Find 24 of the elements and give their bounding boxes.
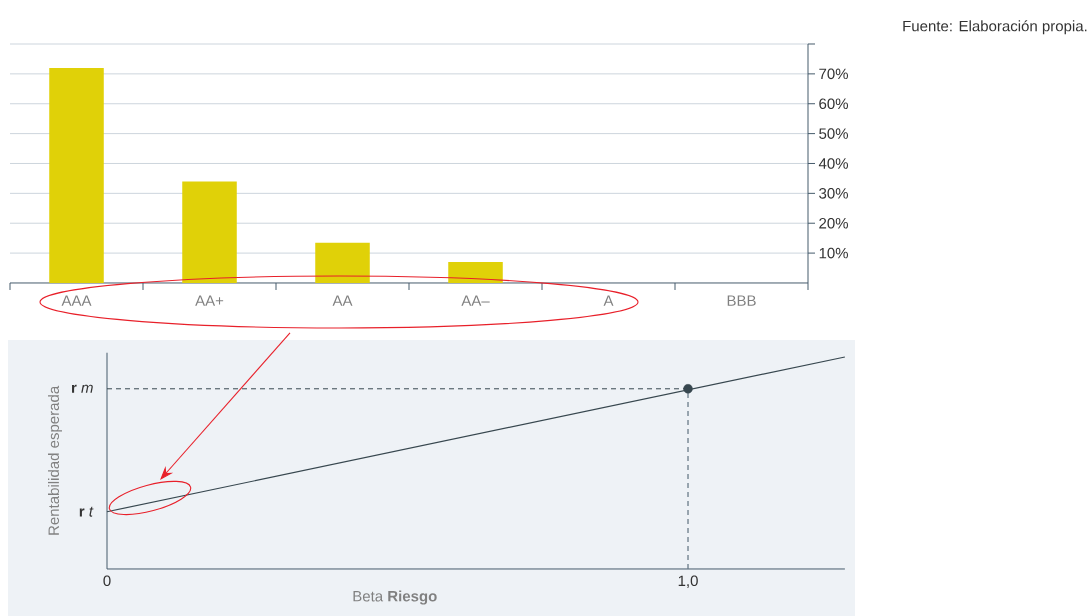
- bar: [315, 242, 370, 283]
- x-tick-label: 0: [103, 575, 111, 587]
- bar: [448, 262, 503, 283]
- x-tick-label: BBB: [727, 295, 756, 306]
- x-tick-label: AA–: [461, 295, 490, 306]
- x-axis-title: Beta Riesgo: [353, 590, 437, 605]
- y-tick-label: 70%: [819, 68, 848, 80]
- source-note: Fuente: Elaboración propia.: [903, 20, 1087, 35]
- y-tick-label: 30%: [819, 188, 848, 199]
- annotation: r t: [79, 506, 94, 517]
- y-tick-label: 40%: [818, 158, 848, 169]
- y-tick-label: 60%: [819, 98, 848, 110]
- bar: [49, 67, 104, 283]
- x-tick-label: AA+: [195, 295, 224, 306]
- x-tick-label: AA: [332, 295, 353, 306]
- y-tick-label: 50%: [819, 128, 848, 139]
- ref-line-label: r m: [71, 384, 93, 393]
- x-tick-label: 1,0: [678, 575, 698, 588]
- y-axis-title: Rentabilidad esperada: [48, 385, 62, 535]
- x-tick-label: A: [603, 295, 614, 306]
- x-tick-label: AAA: [61, 295, 92, 306]
- y-tick-label: 20%: [819, 217, 848, 229]
- y-tick-label: 10%: [819, 247, 848, 259]
- bar: [182, 181, 237, 283]
